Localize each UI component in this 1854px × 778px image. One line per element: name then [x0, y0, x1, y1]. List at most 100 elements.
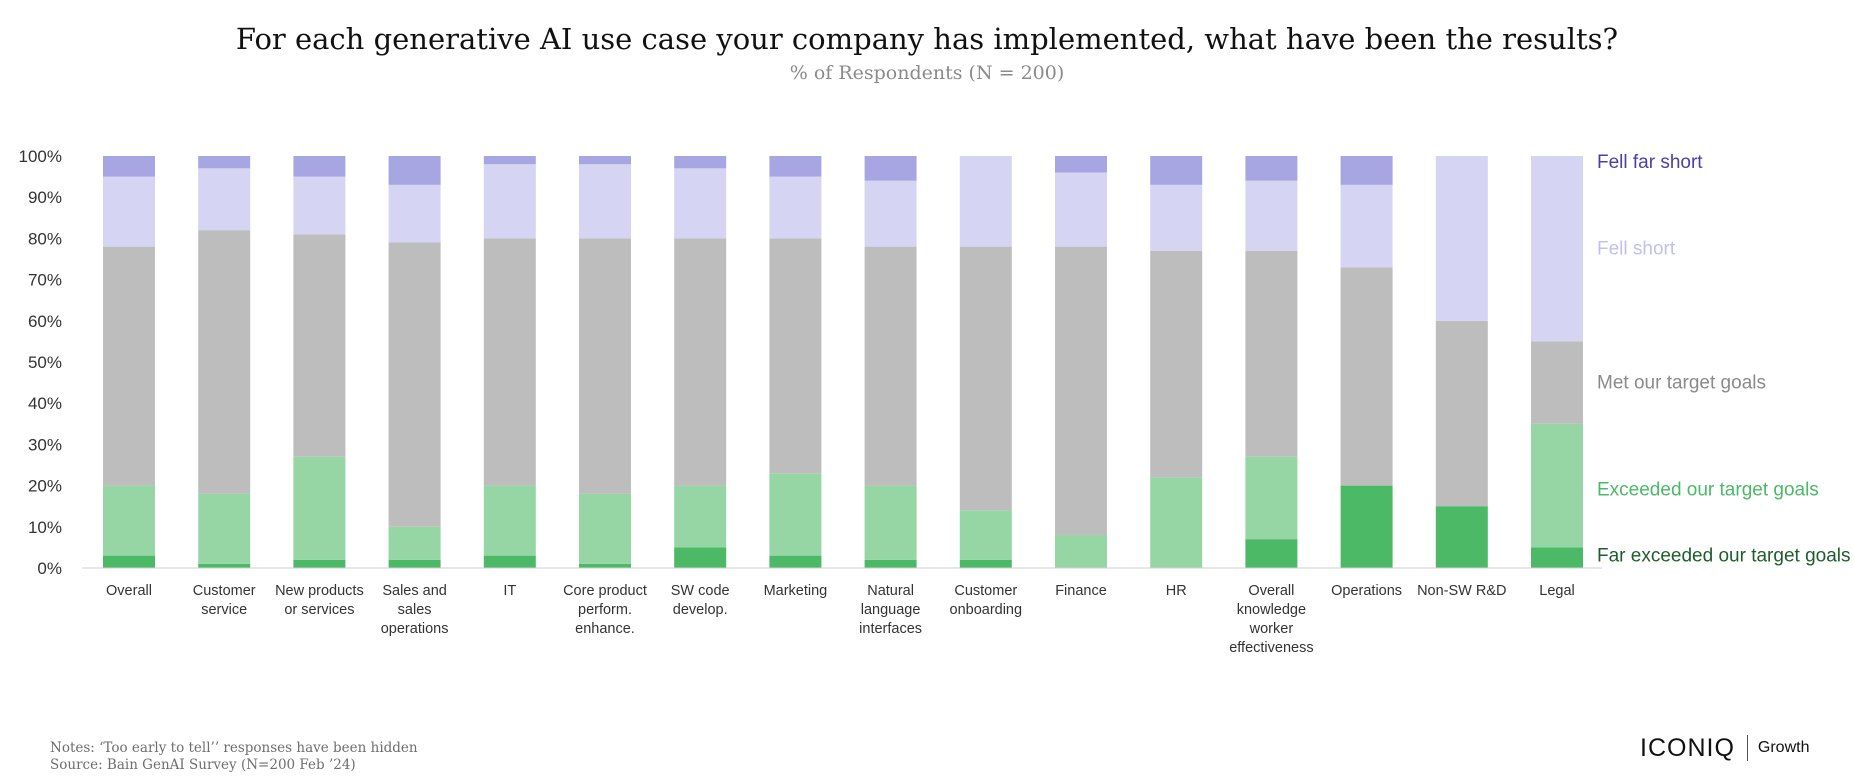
bar-segment-fell-short: [1531, 156, 1583, 342]
legend-fell-far-short: Fell far short: [1597, 152, 1703, 173]
x-category-label: Sales and sales operations: [381, 583, 449, 637]
bar-segment-fell-far-short: [1340, 156, 1393, 185]
bar-segment-exceeded: [198, 493, 251, 564]
legend-exceeded: Exceeded our target goals: [1597, 480, 1819, 501]
y-tick-label: 60%: [28, 312, 62, 331]
bar-segment-fell-short: [674, 168, 727, 239]
bar-segment-met: [1531, 341, 1583, 424]
bar-segment-exceeded: [864, 485, 917, 560]
bar-segment-far-exceeded: [1340, 485, 1393, 568]
bar-segment-met: [864, 246, 917, 486]
bar-segment-exceeded: [674, 485, 727, 548]
chart-title: For each generative AI use case your com…: [235, 22, 1619, 56]
logo-divider: [1746, 735, 1748, 761]
x-category-label: HR: [1166, 583, 1187, 599]
bar-segment-met: [293, 234, 346, 457]
bar-segment-met: [1340, 267, 1393, 486]
bar-segment-far-exceeded: [103, 555, 155, 568]
iconiq-logo: ICONIQ Growth: [1640, 733, 1809, 763]
bar-segment-met: [769, 238, 822, 474]
bar-segment-exceeded: [103, 485, 155, 556]
bar-segment-far-exceeded: [1531, 547, 1583, 568]
bar-segment-met: [103, 246, 155, 486]
bar-segment-far-exceeded: [959, 559, 1012, 568]
source-text: Source: Bain GenAI Survey (N=200 Feb ’24…: [50, 757, 356, 773]
x-category-label: Finance: [1055, 583, 1107, 599]
bar-segment-fell-short: [1055, 172, 1107, 247]
y-tick-label: 10%: [28, 518, 62, 537]
bar-segment-far-exceeded: [483, 555, 536, 568]
y-tick-label: 20%: [28, 477, 62, 496]
bar-segment-far-exceeded: [198, 563, 251, 568]
bar-segment-met: [1150, 250, 1203, 478]
x-category-label: IT: [503, 583, 516, 599]
bar-segment-far-exceeded: [864, 559, 917, 568]
x-category-label: Non-SW R&D: [1417, 583, 1506, 599]
x-category-label: Core product perform. enhance.: [563, 583, 647, 637]
x-category-label: Overall: [106, 583, 152, 599]
bar-segment-fell-far-short: [103, 156, 155, 177]
x-category-label: Customer onboarding: [950, 583, 1023, 618]
x-category-label: Overall knowledge worker effectiveness: [1229, 583, 1313, 656]
bar-segment-exceeded: [1055, 535, 1107, 568]
legend-far-exceeded: Far exceeded our target goals: [1597, 546, 1851, 567]
bar-segment-fell-far-short: [198, 156, 251, 169]
bar-segment-far-exceeded: [579, 563, 631, 568]
y-tick-label: 30%: [28, 435, 62, 454]
bar-segment-fell-far-short: [388, 156, 441, 185]
bar-segment-far-exceeded: [293, 559, 346, 568]
bar-segment-exceeded: [388, 526, 441, 560]
bar-segment-fell-short: [864, 180, 917, 247]
bar-segment-fell-short: [769, 176, 822, 239]
bar-segment-fell-short: [1150, 184, 1203, 251]
bar-segment-fell-short: [1245, 180, 1298, 251]
bar-segment-far-exceeded: [769, 555, 822, 568]
bar-segment-met: [1435, 320, 1488, 507]
bar-segment-fell-far-short: [483, 156, 536, 165]
bar-segment-fell-far-short: [1055, 156, 1107, 173]
bar-segment-far-exceeded: [674, 547, 727, 568]
bar-segment-met: [1245, 250, 1298, 457]
bar-segment-fell-short: [388, 184, 441, 243]
chart-subtitle: % of Respondents (N = 200): [789, 62, 1065, 84]
bar-segment-met: [483, 238, 536, 486]
x-category-label: Natural language interfaces: [859, 583, 922, 637]
bar-segment-met: [674, 238, 727, 486]
bar-segment-fell-short: [1435, 156, 1488, 321]
y-tick-label: 100%: [19, 147, 62, 166]
bar-segment-met: [1055, 246, 1107, 536]
bar-segment-exceeded: [1245, 456, 1298, 540]
bar-segment-fell-far-short: [769, 156, 822, 177]
bar-segment-exceeded: [293, 456, 346, 560]
bar-segment-far-exceeded: [1435, 506, 1488, 568]
bar-segment-fell-far-short: [864, 156, 917, 181]
bar-segment-exceeded: [579, 493, 631, 564]
legend-met: Met our target goals: [1597, 373, 1766, 394]
bar-segment-fell-short: [103, 176, 155, 247]
y-tick-label: 40%: [28, 394, 62, 413]
bar-segment-exceeded: [1531, 423, 1583, 548]
bar-segment-exceeded: [483, 485, 536, 556]
x-category-label: Operations: [1331, 583, 1402, 599]
y-tick-label: 70%: [28, 271, 62, 290]
bar-segment-exceeded: [1150, 477, 1203, 568]
bar-segment-fell-short: [483, 164, 536, 239]
bar-segment-fell-short: [959, 156, 1012, 247]
x-category-label: New products or services: [275, 583, 364, 618]
x-category-label: Marketing: [764, 583, 828, 599]
bar-segment-fell-short: [1340, 184, 1393, 268]
stacked-bar-chart: 0% 10% 20% 30% 40% 50% 60% 70% 80% 90% 100% Overall…: [19, 147, 1851, 656]
bar-segment-met: [198, 230, 251, 494]
y-tick-label: 80%: [28, 229, 62, 248]
bar-segment-far-exceeded: [1245, 539, 1298, 568]
bar-segment-fell-short: [579, 164, 631, 239]
footnotes: Notes: ‘Too early to tell’’ responses ha…: [50, 740, 418, 774]
bar-segment-fell-short: [198, 168, 251, 231]
y-tick-label: 0%: [37, 559, 62, 578]
x-category-label: Customer service: [193, 583, 256, 618]
bar-segment-met: [388, 242, 441, 527]
bar-segment-far-exceeded: [388, 559, 441, 568]
bar-segment-fell-far-short: [674, 156, 727, 169]
notes-text: Notes: ‘Too early to tell’’ responses ha…: [50, 740, 418, 756]
logo-wordmark: ICONIQ: [1640, 733, 1735, 762]
